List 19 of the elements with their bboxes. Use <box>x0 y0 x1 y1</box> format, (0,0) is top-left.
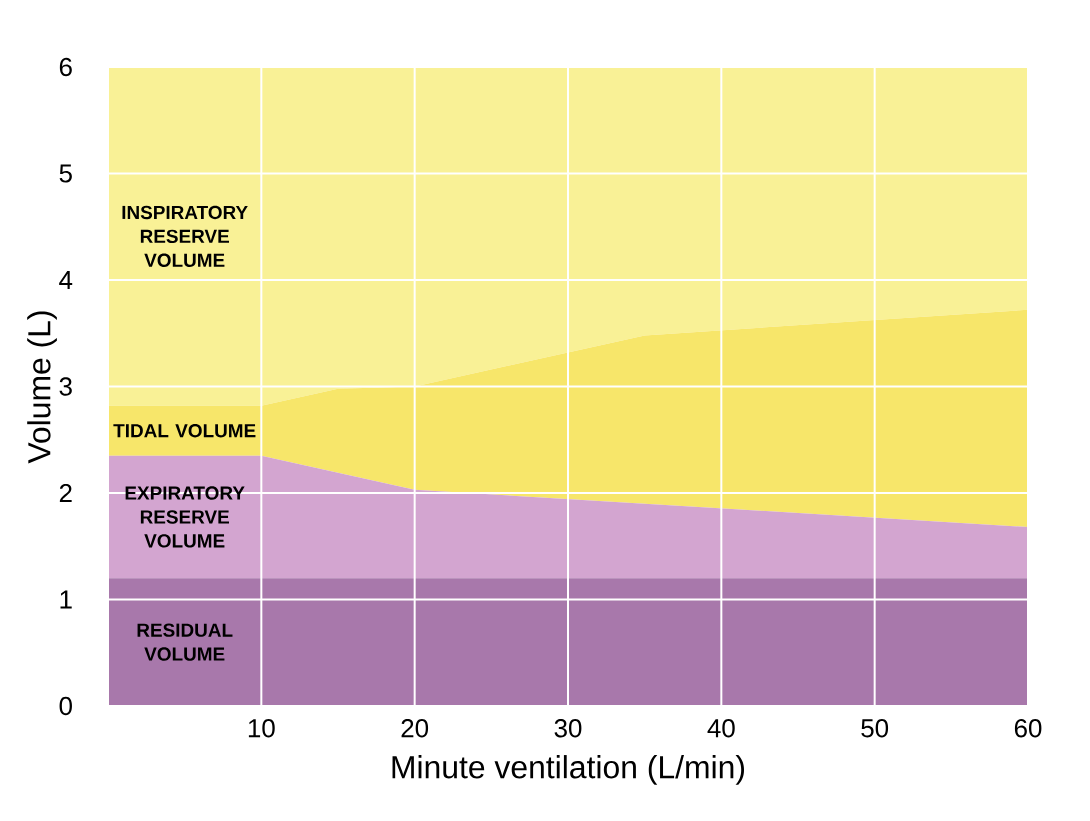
x-axis-title: Minute ventilation (L/min) <box>392 755 744 785</box>
x-tick-label: 20 <box>401 719 429 738</box>
x-tick-label: 60 <box>1014 719 1042 738</box>
x-tick-label: 50 <box>861 719 889 738</box>
series-label: EXPIRATORY RESERVE VOLUME <box>125 486 245 548</box>
y-tick-label: 6 <box>59 57 72 77</box>
series-label: RESIDUAL VOLUME <box>137 623 233 661</box>
y-tick-label: 3 <box>59 377 72 396</box>
y-tick-label: 2 <box>59 483 72 503</box>
y-axis-title: Volume (L) <box>27 311 57 464</box>
x-tick-label: 10 <box>248 719 275 738</box>
x-tick-label: 40 <box>707 719 735 738</box>
y-tick-label: 0 <box>59 696 72 716</box>
series-label: TIDAL VOLUME <box>113 424 256 438</box>
y-tick-label: 5 <box>59 164 72 183</box>
y-tick-label: 1 <box>60 590 72 609</box>
x-tick-label: 30 <box>554 719 582 738</box>
y-tick-label: 4 <box>59 271 73 289</box>
series-label: INSPIRATORY RESERVE VOLUME <box>122 205 248 267</box>
